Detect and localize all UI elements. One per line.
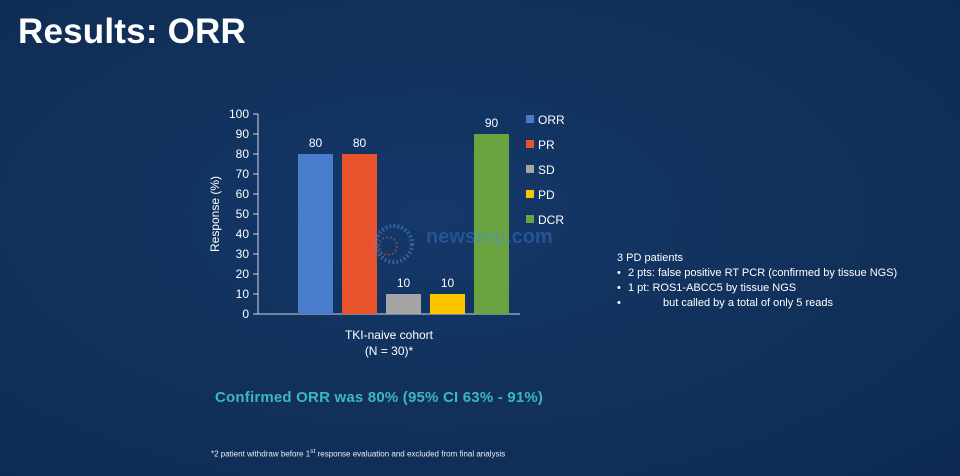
bar-orr — [298, 154, 333, 314]
data-label-pd: 10 — [441, 276, 455, 290]
notes-heading: 3 PD patients — [617, 252, 684, 264]
y-tick-label: 20 — [236, 267, 250, 281]
legend-label-pr: PR — [538, 138, 555, 152]
y-tick-label: 70 — [236, 167, 250, 181]
footnote-suffix: response evaluation and excluded from fi… — [315, 449, 506, 459]
bar-chart: 0 10 20 30 40 50 60 70 80 90 100 80 80 10 10 90 ORR PR S… — [208, 107, 565, 358]
bar-pd — [430, 294, 465, 314]
y-tick-label: 30 — [236, 247, 250, 261]
legend-label-pd: PD — [538, 188, 555, 202]
y-tick-label: 50 — [236, 207, 250, 221]
y-axis-label: Response (%) — [208, 176, 222, 252]
legend-swatch-dcr — [526, 215, 534, 223]
notes-bullet-2-line2: but called by a total of only 5 reads — [663, 297, 833, 309]
y-tick-label: 60 — [236, 187, 250, 201]
legend-swatch-sd — [526, 165, 534, 173]
data-label-sd: 10 — [397, 276, 411, 290]
y-tick-label: 100 — [229, 107, 249, 121]
notes-bullet-2: 1 pt: ROS1-ABCC5 by tissue NGS — [617, 281, 897, 296]
legend-label-orr: ORR — [538, 113, 565, 127]
data-label-pr: 80 — [353, 136, 367, 150]
watermark-logo — [368, 218, 420, 275]
footnote-superscript: st — [310, 448, 316, 455]
notes-list: 2 pts: false positive RT PCR (confirmed … — [617, 266, 897, 311]
y-axis: 0 10 20 30 40 50 60 70 80 90 100 — [229, 107, 520, 321]
y-tick-label: 40 — [236, 227, 250, 241]
legend-swatch-pr — [526, 140, 534, 148]
legend: ORR PR SD PD DCR — [526, 113, 565, 227]
data-label-orr: 80 — [309, 136, 323, 150]
legend-swatch-pd — [526, 190, 534, 198]
data-label-dcr: 90 — [485, 116, 499, 130]
bar-dcr — [474, 134, 509, 314]
legend-label-sd: SD — [538, 163, 555, 177]
bar-pr — [342, 154, 377, 314]
confirmed-orr-text: Confirmed ORR was 80% (95% CI 63% - 91%) — [215, 389, 544, 406]
notes-bullet-2-continued: but called by a total of only 5 reads — [617, 296, 897, 311]
bar-sd — [386, 294, 421, 314]
footnote-prefix: *2 patient withdraw before 1 — [211, 449, 311, 459]
bars: 80 80 10 10 90 — [298, 116, 509, 314]
y-tick-label: 90 — [236, 127, 250, 141]
x-axis-label-line2: (N = 30)* — [365, 344, 414, 358]
slide-title: Results: ORR — [18, 12, 246, 51]
y-tick-label: 80 — [236, 147, 250, 161]
y-tick-label: 10 — [236, 287, 250, 301]
legend-label-dcr: DCR — [538, 213, 564, 227]
watermark-text: newsmp.com — [426, 226, 553, 248]
y-tick-label: 0 — [242, 307, 249, 321]
legend-swatch-orr — [526, 115, 534, 123]
notes-bullet-1: 2 pts: false positive RT PCR (confirmed … — [617, 266, 897, 281]
footnote: *2 patient withdraw before 1st response … — [211, 448, 505, 459]
pd-notes: 3 PD patients 2 pts: false positive RT P… — [617, 251, 897, 311]
x-axis-label-line1: TKI-naive cohort — [345, 328, 434, 342]
